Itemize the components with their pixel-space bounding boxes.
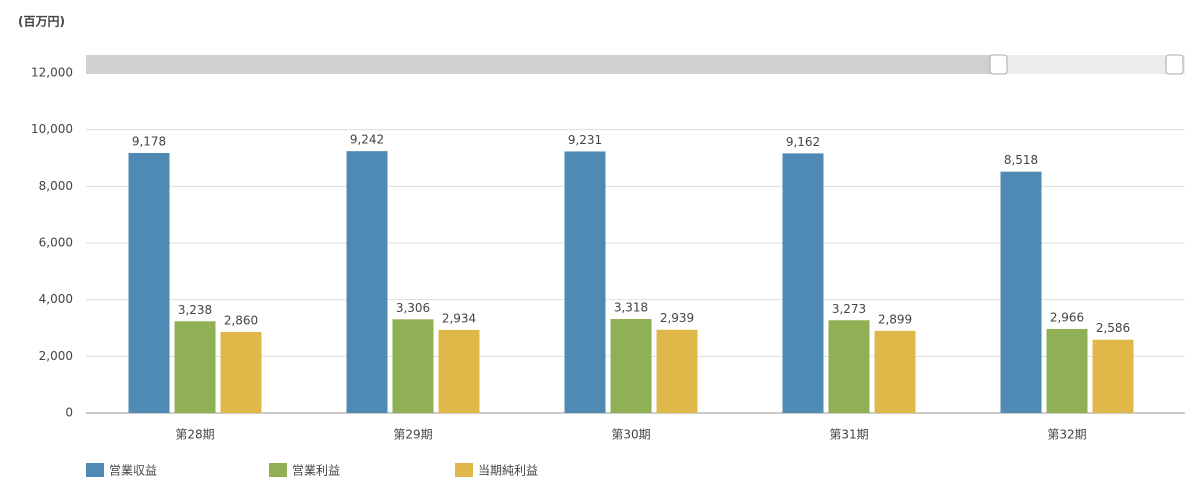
bar[interactable] [174,321,216,413]
bar[interactable] [874,330,916,413]
value-label: 3,306 [396,301,430,315]
bar[interactable] [346,151,388,414]
bar[interactable] [610,318,652,413]
legend-label[interactable]: 当期純利益 [478,464,538,478]
value-label: 9,231 [568,133,602,147]
y-tick-label: 10,000 [31,122,73,136]
value-label: 2,899 [878,312,912,326]
y-tick-label: 2,000 [39,349,73,363]
value-label: 9,162 [786,135,820,149]
x-tick-label: 第32期 [1047,428,1086,442]
value-label: 8,518 [1004,153,1038,167]
bar[interactable] [1046,328,1088,413]
x-tick-label: 第31期 [829,428,868,442]
bar[interactable] [392,319,434,413]
value-label: 9,242 [350,133,384,147]
scrollbar[interactable] [86,54,1185,75]
x-tick-label: 第30期 [611,428,650,442]
bar[interactable] [564,151,606,413]
value-label: 2,934 [442,311,476,325]
legend-label[interactable]: 営業収益 [109,464,157,478]
y-tick-label: 0 [65,406,73,420]
unit-label: (百万円) [18,15,65,29]
bar[interactable] [828,320,870,413]
legend-swatch[interactable] [269,463,287,477]
bar[interactable] [1000,171,1042,413]
scroll-handle[interactable] [989,54,1008,75]
value-label: 2,966 [1050,310,1084,324]
bar[interactable] [128,152,170,413]
x-tick-label: 第28期 [175,428,214,442]
value-label: 3,318 [614,300,648,314]
x-tick-label: 第29期 [393,428,432,442]
y-tick-label: 6,000 [39,236,73,250]
value-label: 2,939 [660,311,694,325]
value-label: 9,178 [132,134,166,148]
bar[interactable] [220,331,262,413]
bar[interactable] [1092,339,1134,413]
y-tick-label: 4,000 [39,292,73,306]
bar[interactable] [782,153,824,413]
bar[interactable] [656,329,698,413]
bar[interactable] [438,329,480,413]
y-tick-label: 8,000 [39,179,73,193]
scroll-handle[interactable] [1165,54,1184,75]
y-tick-label: 12,000 [31,66,73,80]
legend-label[interactable]: 営業利益 [292,464,340,478]
value-label: 2,860 [224,313,258,327]
value-label: 3,238 [178,303,212,317]
legend-swatch[interactable] [455,463,473,477]
value-label: 2,586 [1096,321,1130,335]
scroll-range [86,55,999,74]
legend-swatch[interactable] [86,463,104,477]
value-label: 3,273 [832,302,866,316]
